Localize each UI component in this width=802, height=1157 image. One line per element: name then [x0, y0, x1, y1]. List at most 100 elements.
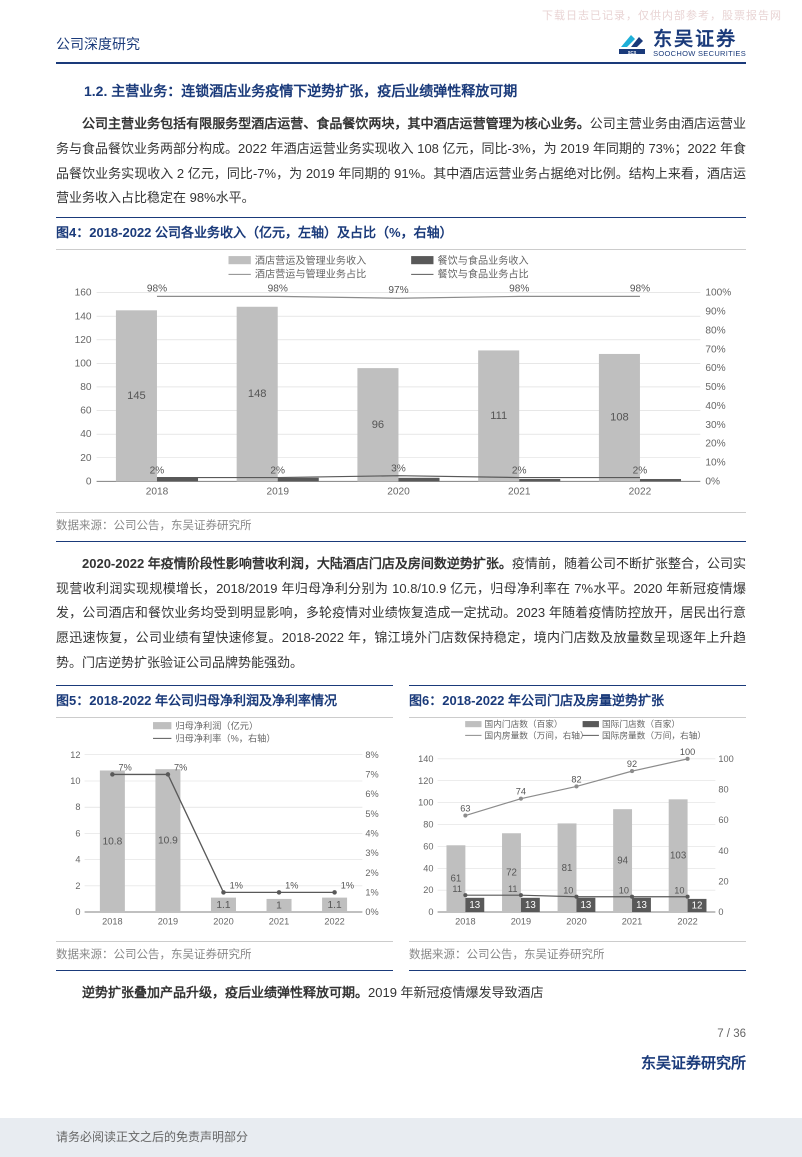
- svg-text:100: 100: [680, 747, 695, 757]
- svg-text:12: 12: [692, 901, 703, 912]
- svg-text:2019: 2019: [266, 486, 289, 497]
- svg-text:2021: 2021: [622, 916, 642, 926]
- svg-text:2020: 2020: [566, 916, 586, 926]
- paragraph-1: 公司主营业务包括有限服务型酒店运营、食品餐饮两块，其中酒店运营管理为核心业务。公…: [56, 112, 746, 211]
- svg-text:1%: 1%: [285, 880, 298, 890]
- page-header: 公司深度研究 SCS 东吴证券 SOOCHOW SECURITIES: [56, 30, 746, 64]
- svg-text:1%: 1%: [230, 880, 243, 890]
- fig5-chart: 归母净利润（亿元）归母净利率（%，右轴）0246810120%1%2%3%4%5…: [56, 718, 393, 932]
- svg-text:国际门店数（百家）: 国际门店数（百家）: [602, 718, 680, 729]
- svg-text:7%: 7%: [118, 763, 131, 773]
- brand-logo: SCS 东吴证券 SOOCHOW SECURITIES: [617, 30, 746, 58]
- svg-text:2018: 2018: [455, 916, 475, 926]
- page-number: 7 / 36: [56, 1024, 746, 1046]
- svg-text:3%: 3%: [391, 463, 406, 474]
- svg-text:100: 100: [718, 754, 733, 764]
- svg-text:7%: 7%: [174, 763, 187, 773]
- svg-text:10: 10: [674, 886, 684, 896]
- fig6-source: 数据来源：公司公告，东吴证券研究所: [409, 941, 746, 971]
- svg-text:74: 74: [516, 787, 526, 797]
- section-title: 1.2. 主营业务：连锁酒店业务疫情下逆势扩张，疫后业绩弹性释放可期: [84, 78, 746, 105]
- fig5-title: 图5：2018-2022 年公司归母净利润及净利率情况: [56, 685, 393, 718]
- svg-text:2%: 2%: [512, 465, 527, 476]
- svg-text:10.9: 10.9: [158, 836, 178, 847]
- svg-text:2022: 2022: [324, 916, 344, 926]
- svg-text:国际房量数（万间，右轴）: 国际房量数（万间，右轴）: [602, 730, 706, 741]
- svg-text:100%: 100%: [705, 288, 731, 299]
- svg-text:103: 103: [670, 851, 686, 862]
- svg-text:20%: 20%: [705, 438, 725, 449]
- doc-type: 公司深度研究: [56, 31, 140, 58]
- svg-text:酒店营运与管理业务占比: 酒店营运与管理业务占比: [255, 267, 366, 280]
- svg-text:6: 6: [75, 829, 80, 839]
- svg-text:98%: 98%: [630, 283, 650, 294]
- svg-text:160: 160: [75, 288, 92, 299]
- svg-text:2020: 2020: [213, 916, 233, 926]
- svg-text:8: 8: [75, 802, 80, 812]
- svg-text:1.1: 1.1: [327, 900, 342, 911]
- svg-text:40: 40: [718, 846, 728, 856]
- svg-text:81: 81: [562, 863, 573, 874]
- svg-text:2018: 2018: [146, 486, 169, 497]
- svg-text:0%: 0%: [705, 476, 720, 487]
- svg-text:国内门店数（百家）: 国内门店数（百家）: [485, 718, 563, 729]
- svg-text:145: 145: [127, 390, 146, 402]
- svg-text:0: 0: [86, 476, 92, 487]
- logo-en: SOOCHOW SECURITIES: [653, 50, 746, 58]
- svg-text:7%: 7%: [365, 770, 378, 780]
- svg-text:11: 11: [508, 884, 518, 894]
- svg-text:80: 80: [718, 785, 728, 795]
- svg-text:60: 60: [423, 842, 433, 852]
- svg-text:108: 108: [610, 412, 629, 424]
- svg-text:20: 20: [423, 885, 433, 895]
- svg-text:97%: 97%: [388, 285, 408, 296]
- svg-text:8%: 8%: [365, 750, 378, 760]
- svg-text:2019: 2019: [511, 916, 531, 926]
- svg-text:2: 2: [75, 881, 80, 891]
- svg-text:13: 13: [525, 900, 536, 911]
- svg-text:100: 100: [418, 798, 433, 808]
- paragraph-3: 逆势扩张叠加产品升级，疫后业绩弹性释放可期。2019 年新冠疫情爆发导致酒店: [56, 981, 746, 1006]
- svg-text:1%: 1%: [341, 880, 354, 890]
- svg-text:140: 140: [418, 754, 433, 764]
- svg-text:80%: 80%: [705, 325, 725, 336]
- svg-text:13: 13: [469, 900, 480, 911]
- svg-text:2022: 2022: [677, 916, 697, 926]
- svg-text:餐饮与食品业务收入: 餐饮与食品业务收入: [438, 254, 529, 267]
- svg-text:20: 20: [718, 877, 728, 887]
- svg-text:60: 60: [80, 405, 92, 416]
- fig6-title: 图6：2018-2022 年公司门店及房量逆势扩张: [409, 685, 746, 718]
- paragraph-2: 2020-2022 年疫情阶段性影响营收利润，大陆酒店门店及房间数逆势扩张。疫情…: [56, 552, 746, 675]
- svg-text:2018: 2018: [102, 916, 122, 926]
- svg-text:30%: 30%: [705, 420, 725, 431]
- svg-text:120: 120: [75, 335, 92, 346]
- svg-text:餐饮与食品业务占比: 餐饮与食品业务占比: [438, 267, 529, 280]
- svg-text:0: 0: [75, 907, 80, 917]
- svg-text:80: 80: [423, 820, 433, 830]
- svg-text:6%: 6%: [365, 789, 378, 799]
- svg-text:1.1: 1.1: [216, 900, 231, 911]
- svg-text:3%: 3%: [365, 848, 378, 858]
- svg-text:2021: 2021: [269, 916, 289, 926]
- svg-text:12: 12: [70, 750, 80, 760]
- fig4-chart: 酒店营运及管理业务收入餐饮与食品业务收入酒店营运与管理业务占比餐饮与食品业务占比…: [56, 250, 746, 504]
- svg-text:国内房量数（万间，右轴）: 国内房量数（万间，右轴）: [485, 730, 589, 741]
- fig5-source: 数据来源：公司公告，东吴证券研究所: [56, 941, 393, 971]
- svg-text:10: 10: [619, 886, 629, 896]
- svg-text:1: 1: [276, 901, 282, 912]
- svg-text:100: 100: [75, 358, 92, 369]
- svg-text:4%: 4%: [365, 829, 378, 839]
- svg-text:70%: 70%: [705, 344, 725, 355]
- svg-text:82: 82: [571, 775, 581, 785]
- svg-text:72: 72: [506, 868, 517, 879]
- footer-bar: 请务必阅读正文之后的免责声明部分: [0, 1118, 802, 1157]
- svg-text:归母净利润（亿元）: 归母净利润（亿元）: [175, 720, 258, 731]
- svg-text:13: 13: [581, 900, 592, 911]
- svg-text:40: 40: [423, 863, 433, 873]
- svg-text:50%: 50%: [705, 382, 725, 393]
- svg-text:61: 61: [451, 874, 462, 885]
- svg-text:2%: 2%: [365, 868, 378, 878]
- svg-text:2%: 2%: [270, 465, 285, 476]
- fig4-source: 数据来源：公司公告，东吴证券研究所: [56, 512, 746, 542]
- svg-text:63: 63: [460, 804, 470, 814]
